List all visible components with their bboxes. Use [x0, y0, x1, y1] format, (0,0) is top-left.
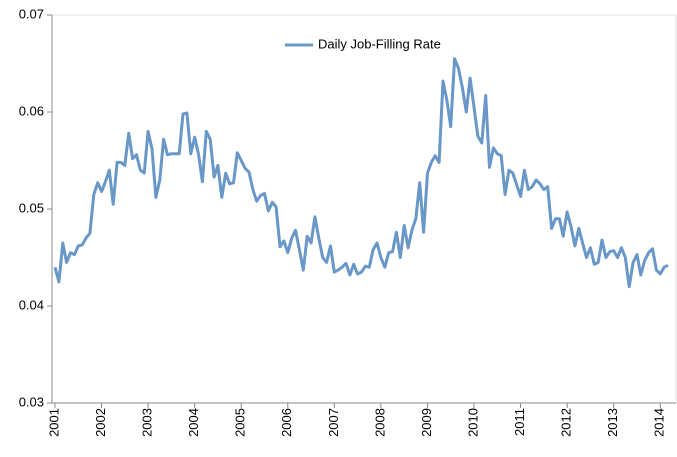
y-tick-label: 0.03 — [19, 394, 44, 409]
x-tick-label: 2002 — [93, 408, 108, 437]
x-tick-label: 2003 — [140, 408, 155, 437]
x-tick-label: 2001 — [46, 408, 61, 437]
y-tick-label: 0.04 — [19, 297, 44, 312]
legend-label: Daily Job-Filling Rate — [318, 36, 441, 51]
x-tick-label: 2005 — [233, 408, 248, 437]
y-tick-label: 0.07 — [19, 6, 44, 21]
x-tick-label: 2011 — [512, 408, 527, 436]
plot-frame — [51, 14, 677, 404]
x-tick-label: 2012 — [559, 408, 574, 437]
y-tick-label: 0.06 — [19, 103, 44, 118]
x-tick-label: 2009 — [419, 408, 434, 437]
x-tick-label: 2004 — [186, 408, 201, 437]
x-tick-label: 2014 — [652, 408, 667, 437]
x-tick-label: 2007 — [326, 408, 341, 437]
x-tick-label: 2006 — [279, 408, 294, 437]
x-tick-label: 2013 — [605, 408, 620, 437]
x-tick-label: 2008 — [372, 408, 387, 437]
line-series — [53, 57, 669, 289]
x-tick-label: 2010 — [465, 408, 480, 437]
y-tick-label: 0.05 — [19, 200, 44, 215]
